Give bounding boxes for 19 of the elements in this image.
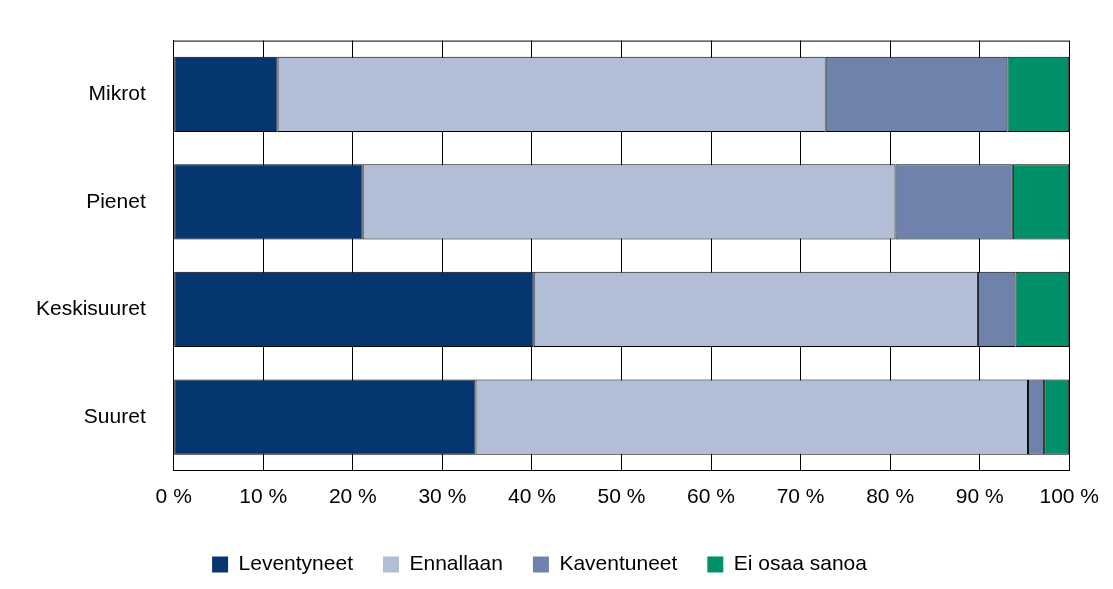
y-tick-label: Suuret [83, 403, 146, 427]
x-tick-label: 50 % [597, 484, 646, 508]
x-tick-label: 90 % [955, 484, 1004, 508]
x-tick-label: 80 % [866, 484, 915, 508]
legend-label: Leventyneet [238, 551, 354, 575]
x-tick-label: 30 % [418, 484, 467, 508]
x-tick-label: 100 % [1039, 484, 1099, 508]
x-tick-label: 10 % [239, 484, 288, 508]
x-tick-label: 20 % [328, 484, 377, 508]
legend-label: Kaventuneet [559, 551, 678, 575]
y-tick-label: Pienet [86, 188, 146, 212]
x-tick-label: 40 % [507, 484, 556, 508]
legend-label: Ei osaa sanoa [733, 551, 868, 575]
x-tick-label: 0 % [155, 484, 192, 508]
x-tick-label: 60 % [687, 484, 735, 508]
y-tick-label: Mikrot [88, 81, 146, 105]
legend-label: Ennallaan [409, 551, 503, 575]
x-tick-label: 70 % [776, 484, 825, 508]
y-tick-label: Keskisuuret [36, 296, 146, 320]
